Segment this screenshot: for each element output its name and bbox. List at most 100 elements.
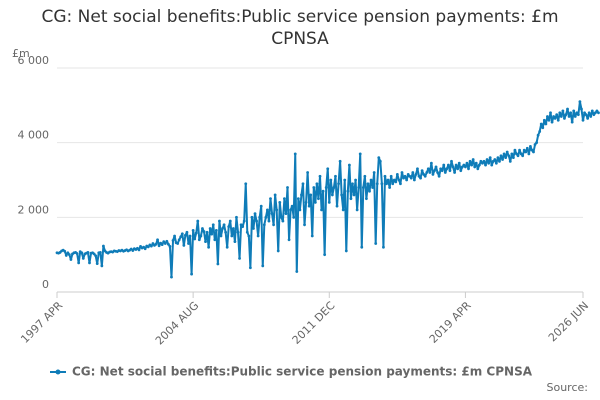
point [156,238,159,242]
point [270,212,274,216]
point [454,163,458,167]
point [456,167,460,171]
point [521,154,525,158]
point [402,176,405,180]
point [310,234,314,238]
point [98,251,102,254]
point [426,167,430,171]
point [445,167,449,171]
point [428,171,432,174]
point [272,223,275,227]
point [490,163,494,167]
point [298,208,302,212]
point [493,158,497,161]
point [344,249,348,253]
point [563,117,566,120]
point [273,193,277,197]
point [485,158,489,161]
point [355,208,359,212]
point [580,107,583,111]
y-axis-label: £m [12,47,30,60]
point [247,234,251,238]
point [143,247,147,251]
point [442,163,446,167]
point [414,173,418,176]
point [250,215,254,219]
point [177,238,181,242]
point [369,178,373,182]
point [502,152,506,156]
point [151,242,155,245]
point [555,113,559,117]
point [510,152,514,156]
point [419,176,422,180]
point [137,248,141,252]
point [368,189,371,193]
y-tick-label: 2 000 [18,203,50,216]
point [213,238,217,242]
point [377,156,381,160]
point [284,212,288,216]
point [597,111,600,115]
point [433,169,436,173]
point [372,171,376,174]
point [199,234,203,238]
point [185,230,189,234]
point [346,189,350,193]
point [547,118,551,122]
point [391,182,395,186]
point [464,165,467,169]
point [306,171,310,174]
point [530,148,534,152]
point [86,251,90,254]
point [100,264,104,268]
point [556,118,560,122]
point [360,245,364,249]
x-tick-label: 2011 DEC [290,299,338,347]
point [219,234,223,238]
point [236,230,240,234]
point [443,171,447,174]
point [541,126,545,130]
point [558,111,562,115]
point [188,234,192,238]
point [166,242,170,246]
point [202,230,206,233]
point [233,240,237,244]
point [412,178,416,182]
point [491,159,495,163]
point [173,234,176,238]
point [312,186,316,189]
point [329,178,333,182]
point [290,204,294,208]
point [479,159,483,163]
point [269,197,272,201]
point [347,163,351,167]
point [67,253,71,257]
point [382,245,385,249]
point [252,227,255,230]
point [182,243,186,247]
point [399,182,402,186]
point [163,242,167,245]
point [241,225,245,229]
point [102,244,105,248]
point [187,242,190,245]
point [477,163,481,167]
point [289,208,293,212]
point [468,159,472,163]
point [515,152,518,156]
point [146,245,150,249]
point [437,174,441,178]
point [583,111,586,115]
point [519,152,523,156]
point [569,111,573,115]
point [508,159,512,163]
point [287,238,291,242]
point [341,208,345,212]
point [561,109,565,113]
point [536,133,540,137]
point [149,244,153,248]
point [460,165,464,169]
